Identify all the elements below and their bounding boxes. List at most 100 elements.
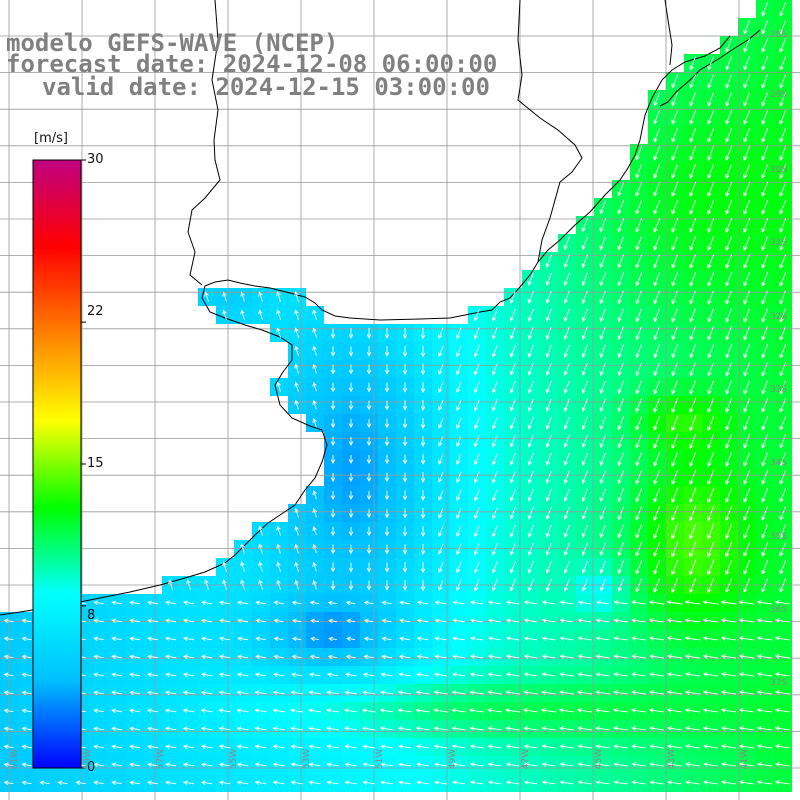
wind-arrow <box>617 182 625 197</box>
longitude-label: 59W <box>83 748 93 770</box>
wind-arrow <box>684 690 701 695</box>
wind-arrow <box>635 398 643 413</box>
wind-arrow <box>487 708 503 713</box>
wind-arrow <box>527 470 534 484</box>
wind-arrow <box>653 344 660 359</box>
wind-arrow <box>523 654 538 659</box>
wind-arrow <box>689 110 697 125</box>
wind-arrow <box>434 780 448 785</box>
wind-arrow <box>200 762 213 767</box>
wind-arrow <box>779 326 787 341</box>
wind-arrow <box>523 600 538 605</box>
wind-arrow <box>399 618 410 624</box>
wind-arrow <box>330 580 336 591</box>
wind-arrow <box>581 290 588 305</box>
wind-arrow <box>595 618 610 623</box>
wind-arrow <box>738 672 755 677</box>
wind-arrow <box>617 452 624 467</box>
wind-arrow <box>667 762 682 767</box>
wind-arrow <box>689 217 697 233</box>
wind-arrow <box>595 726 610 731</box>
wind-arrow <box>743 217 751 233</box>
wind-arrow <box>509 435 516 448</box>
wind-arrow <box>707 110 715 125</box>
wind-arrow <box>165 762 177 768</box>
wind-arrow <box>779 506 787 521</box>
wind-arrow <box>545 524 552 538</box>
wind-arrow <box>473 489 480 502</box>
wind-arrow <box>348 455 354 464</box>
wind-arrow <box>272 708 285 713</box>
wind-arrow <box>399 636 411 642</box>
wind-arrow <box>344 690 357 695</box>
wind-arrow <box>402 508 408 519</box>
wind-arrow <box>236 672 249 677</box>
wind-arrow <box>273 618 284 624</box>
wind-arrow <box>581 524 588 539</box>
wind-arrow <box>599 542 606 557</box>
wind-arrow <box>111 690 122 696</box>
wind-arrow <box>397 708 412 713</box>
wind-arrow <box>452 618 465 623</box>
wind-vector-arrows <box>3 2 791 786</box>
longitude-label: 55W <box>229 748 239 770</box>
wind-arrow <box>111 780 122 786</box>
wind-arrow <box>595 654 610 659</box>
wind-arrow <box>738 618 755 623</box>
wind-arrow <box>689 199 697 215</box>
wind-arrow <box>456 471 462 484</box>
wind-arrow <box>649 672 664 677</box>
wind-arrow <box>183 636 195 642</box>
wind-arrow <box>182 672 195 678</box>
wind-arrow <box>617 524 624 539</box>
wind-arrow <box>761 523 769 539</box>
wind-arrow <box>671 290 679 305</box>
wind-arrow <box>240 291 245 302</box>
wind-arrow <box>384 508 390 519</box>
wind-arrow <box>456 489 462 502</box>
wind-arrow <box>599 452 606 467</box>
wind-arrow <box>743 469 751 485</box>
wind-arrow <box>577 672 592 677</box>
wind-arrow <box>545 308 552 322</box>
latitude-label: 28S <box>770 30 788 40</box>
wind-arrow <box>707 344 715 359</box>
wind-arrow <box>527 542 534 556</box>
wind-arrow <box>599 344 606 359</box>
wind-arrow <box>348 346 354 357</box>
wind-arrow <box>581 416 588 430</box>
wind-arrow <box>291 600 302 606</box>
wind-arrow <box>451 690 466 695</box>
wind-arrow <box>761 253 769 269</box>
wind-arrow <box>599 218 606 233</box>
wind-arrow <box>272 690 285 695</box>
wind-arrow <box>541 672 556 677</box>
wind-arrow <box>702 618 719 623</box>
wind-arrow <box>438 543 444 555</box>
wind-arrow <box>653 577 661 593</box>
wind-arrow <box>433 726 448 731</box>
wind-arrow <box>491 489 498 502</box>
wind-arrow <box>236 780 249 785</box>
wind-arrow <box>487 654 502 659</box>
wind-arrow <box>653 469 661 485</box>
wind-arrow <box>237 618 248 624</box>
wind-arrow <box>667 690 683 695</box>
wind-arrow <box>168 579 173 590</box>
wind-arrow <box>276 381 281 392</box>
title-model: modelo GEFS-WAVE (NCEP) <box>6 29 339 57</box>
wind-arrow <box>725 577 733 593</box>
wind-arrow <box>581 452 588 466</box>
wind-arrow <box>725 380 733 395</box>
wind-arrow <box>491 525 498 538</box>
wind-arrow <box>294 309 299 320</box>
wind-arrow <box>164 708 177 713</box>
wind-arrow <box>671 541 679 558</box>
wind-arrow <box>774 690 791 695</box>
wind-arrow <box>685 780 700 785</box>
wind-arrow <box>527 398 534 412</box>
wind-arrow <box>129 744 141 750</box>
wind-arrow <box>581 254 588 269</box>
longitude-label: 49W <box>448 748 458 770</box>
